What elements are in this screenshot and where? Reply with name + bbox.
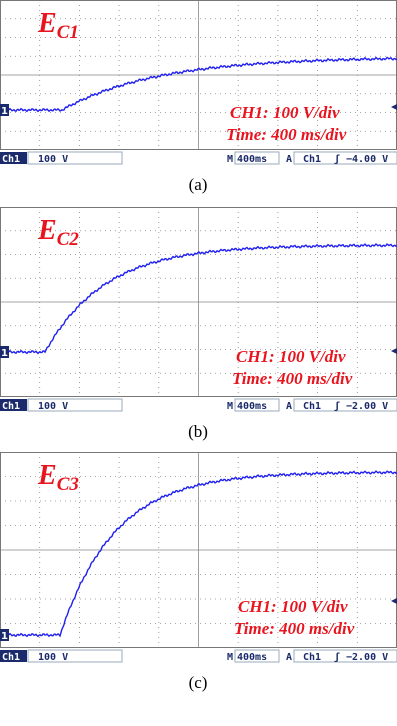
volts: 100 V (38, 401, 68, 412)
m-label: M (227, 154, 233, 165)
figure: 1EC1CH1: 100 V/divTime: 400 ms/divCh1100… (0, 0, 397, 726)
a-label: A (286, 154, 292, 165)
scale-label: CH1: 100 V/div (238, 597, 348, 616)
panel-label-subscript: C3 (57, 474, 79, 495)
panel-label-subscript: C1 (57, 22, 79, 43)
trigger-channel: Ch1 (303, 652, 321, 663)
timebase: 400ms (237, 154, 267, 165)
timebase: 400ms (237, 401, 267, 412)
channel: Ch1 (2, 154, 20, 165)
trigger-symbol: ʃ (334, 401, 340, 412)
channel-marker: 1 (1, 106, 8, 117)
channel-marker: 1 (1, 631, 8, 642)
a-label: A (286, 401, 292, 412)
panel-label-subscript: C2 (57, 229, 80, 250)
caption: (a) (189, 175, 208, 194)
channel-marker: 1 (1, 348, 8, 359)
m-label: M (227, 652, 233, 663)
trigger-symbol: ʃ (334, 154, 340, 165)
time-label: Time: 400 ms/div (226, 125, 347, 144)
volts: 100 V (38, 652, 68, 663)
channel: Ch1 (2, 401, 20, 412)
scale-label: CH1: 100 V/div (236, 347, 346, 366)
status-bar: Ch1 100 V M 400ms A Ch1 ʃ −2.00 V (0, 398, 397, 412)
time-label: Time: 400 ms/div (232, 369, 353, 388)
trigger-level: −4.00 V (346, 154, 388, 165)
m-label: M (227, 401, 233, 412)
caption: (b) (188, 422, 208, 441)
status-bar: Ch1 100 V M 400ms A Ch1 ʃ −2.00 V (0, 649, 397, 663)
timebase: 400ms (237, 652, 267, 663)
trigger-channel: Ch1 (303, 401, 321, 412)
status-bar: Ch1 100 V M 400ms A Ch1 ʃ −4.00 V (0, 151, 397, 165)
scale-label: CH1: 100 V/div (230, 103, 340, 122)
channel: Ch1 (2, 652, 20, 663)
time-label: Time: 400 ms/div (234, 619, 355, 638)
a-label: A (286, 652, 292, 663)
trigger-symbol: ʃ (334, 652, 340, 663)
trigger-channel: Ch1 (303, 154, 321, 165)
trigger-level: −2.00 V (346, 652, 388, 663)
trigger-level: −2.00 V (346, 401, 388, 412)
volts: 100 V (38, 154, 68, 165)
caption: (c) (189, 673, 208, 692)
